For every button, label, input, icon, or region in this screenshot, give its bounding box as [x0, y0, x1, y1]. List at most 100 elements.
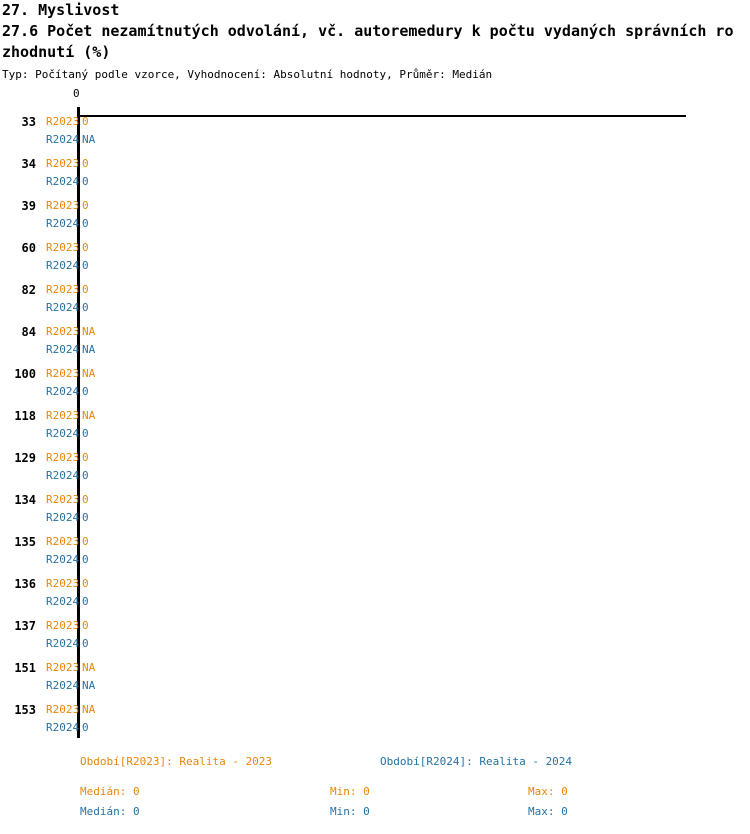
series-label-r2023: R2023 [46, 535, 80, 548]
row-category-label: 151 [14, 661, 36, 675]
row-category-label: 60 [21, 241, 36, 255]
x-axis-tick-label-0: 0 [73, 87, 80, 100]
stat-min-r2024: Min: 0 [330, 805, 370, 818]
series-label-r2023: R2023 [46, 283, 80, 296]
legend-item-r2024[interactable]: Období[R2024]: Realita - 2024 [380, 755, 573, 768]
chart-header: 27. Myslivost 27.6 Počet nezamítnutých o… [0, 0, 750, 82]
series-value-r2024: 0 [82, 427, 89, 440]
series-value-r2023: 0 [82, 451, 89, 464]
series-value-r2023: NA [82, 661, 96, 674]
x-axis-tick-mark [77, 107, 80, 116]
series-value-r2024: NA [82, 679, 96, 692]
series-label-r2024: R2024 [46, 553, 80, 566]
row-category-label: 134 [14, 493, 36, 507]
series-label-r2024: R2024 [46, 259, 80, 272]
series-label-r2023: R2023 [46, 241, 80, 254]
stat-median-r2023: Medián: 0 [80, 785, 140, 798]
y-axis-line [77, 115, 80, 738]
series-label-r2024: R2024 [46, 511, 80, 524]
series-label-r2023: R2023 [46, 493, 80, 506]
chart-row-group: 100 R2023 NA R2024 0 [0, 367, 750, 409]
series-label-r2024: R2024 [46, 469, 80, 482]
row-category-label: 100 [14, 367, 36, 381]
chart-row-group: 33 R2023 0 R2024 NA [0, 115, 750, 157]
series-label-r2024: R2024 [46, 385, 80, 398]
chart-row-group: 82 R2023 0 R2024 0 [0, 283, 750, 325]
chart-row-group: 151 R2023 NA R2024 NA [0, 661, 750, 703]
chart-plot-area: 0 33 R2023 0 R2024 NA 34 R2023 0 R2024 0 39 R2023 0 R… [0, 88, 750, 748]
chart-row-group: 118 R2023 NA R2024 0 [0, 409, 750, 451]
series-label-r2023: R2023 [46, 199, 80, 212]
series-label-r2024: R2024 [46, 217, 80, 230]
series-label-r2024: R2024 [46, 679, 80, 692]
series-value-r2024: 0 [82, 217, 89, 230]
chart-row-group: 136 R2023 0 R2024 0 [0, 577, 750, 619]
row-category-label: 39 [21, 199, 36, 213]
chart-row-group: 60 R2023 0 R2024 0 [0, 241, 750, 283]
legend-item-r2023[interactable]: Období[R2023]: Realita - 2023 [80, 755, 273, 768]
series-value-r2024: 0 [82, 637, 89, 650]
series-value-r2023: 0 [82, 157, 89, 170]
series-value-r2024: 0 [82, 469, 89, 482]
series-value-r2024: 0 [82, 721, 89, 734]
series-value-r2024: 0 [82, 553, 89, 566]
series-value-r2023: 0 [82, 535, 89, 548]
series-value-r2023: 0 [82, 493, 89, 506]
chart-row-group: 153 R2023 NA R2024 0 [0, 703, 750, 745]
chart-row-group: 34 R2023 0 R2024 0 [0, 157, 750, 199]
x-axis-line [78, 115, 686, 117]
stat-min-r2023: Min: 0 [330, 785, 370, 798]
series-label-r2024: R2024 [46, 343, 80, 356]
series-value-r2023: NA [82, 325, 96, 338]
series-value-r2023: 0 [82, 115, 89, 128]
stat-max-r2024: Max: 0 [528, 805, 568, 818]
chart-row-group: 134 R2023 0 R2024 0 [0, 493, 750, 535]
series-value-r2023: 0 [82, 577, 89, 590]
page-title-line-2: zhodnutí (%) [2, 43, 111, 61]
row-category-label: 135 [14, 535, 36, 549]
series-label-r2024: R2024 [46, 637, 80, 650]
series-label-r2023: R2023 [46, 325, 80, 338]
series-label-r2023: R2023 [46, 661, 80, 674]
series-label-r2023: R2023 [46, 157, 80, 170]
chart-row-group: 39 R2023 0 R2024 0 [0, 199, 750, 241]
row-category-label: 82 [21, 283, 36, 297]
chart-row-group: 129 R2023 0 R2024 0 [0, 451, 750, 493]
series-value-r2024: 0 [82, 595, 89, 608]
series-value-r2024: 0 [82, 259, 89, 272]
series-label-r2024: R2024 [46, 721, 80, 734]
row-category-label: 34 [21, 157, 36, 171]
series-value-r2024: 0 [82, 385, 89, 398]
chart-footer: Období[R2023]: Realita - 2023 Období[R20… [0, 755, 750, 825]
series-value-r2024: NA [82, 343, 96, 356]
series-label-r2023: R2023 [46, 367, 80, 380]
stats-row-r2024: Medián: 0 Min: 0 Max: 0 [0, 805, 750, 825]
row-category-label: 129 [14, 451, 36, 465]
stats-row-r2023: Medián: 0 Min: 0 Max: 0 [0, 785, 750, 805]
series-value-r2023: 0 [82, 241, 89, 254]
series-value-r2023: NA [82, 703, 96, 716]
chart-row-group: 137 R2023 0 R2024 0 [0, 619, 750, 661]
series-value-r2023: NA [82, 409, 96, 422]
chart-row-group: 84 R2023 NA R2024 NA [0, 325, 750, 367]
series-value-r2024: 0 [82, 511, 89, 524]
chart-row-group: 135 R2023 0 R2024 0 [0, 535, 750, 577]
series-value-r2024: 0 [82, 301, 89, 314]
row-category-label: 137 [14, 619, 36, 633]
row-category-label: 118 [14, 409, 36, 423]
series-value-r2023: NA [82, 367, 96, 380]
series-label-r2024: R2024 [46, 133, 80, 146]
series-value-r2024: 0 [82, 175, 89, 188]
series-label-r2023: R2023 [46, 703, 80, 716]
series-label-r2023: R2023 [46, 619, 80, 632]
series-value-r2023: 0 [82, 199, 89, 212]
series-label-r2024: R2024 [46, 301, 80, 314]
row-category-label: 136 [14, 577, 36, 591]
chart-rows: 33 R2023 0 R2024 NA 34 R2023 0 R2024 0 39 R2023 0 R20… [0, 115, 750, 745]
row-category-label: 84 [21, 325, 36, 339]
stat-max-r2023: Max: 0 [528, 785, 568, 798]
row-category-label: 153 [14, 703, 36, 717]
series-label-r2023: R2023 [46, 451, 80, 464]
chart-subtitle: Typ: Počítaný podle vzorce, Vyhodnocení:… [2, 68, 493, 81]
stat-median-r2024: Medián: 0 [80, 805, 140, 818]
